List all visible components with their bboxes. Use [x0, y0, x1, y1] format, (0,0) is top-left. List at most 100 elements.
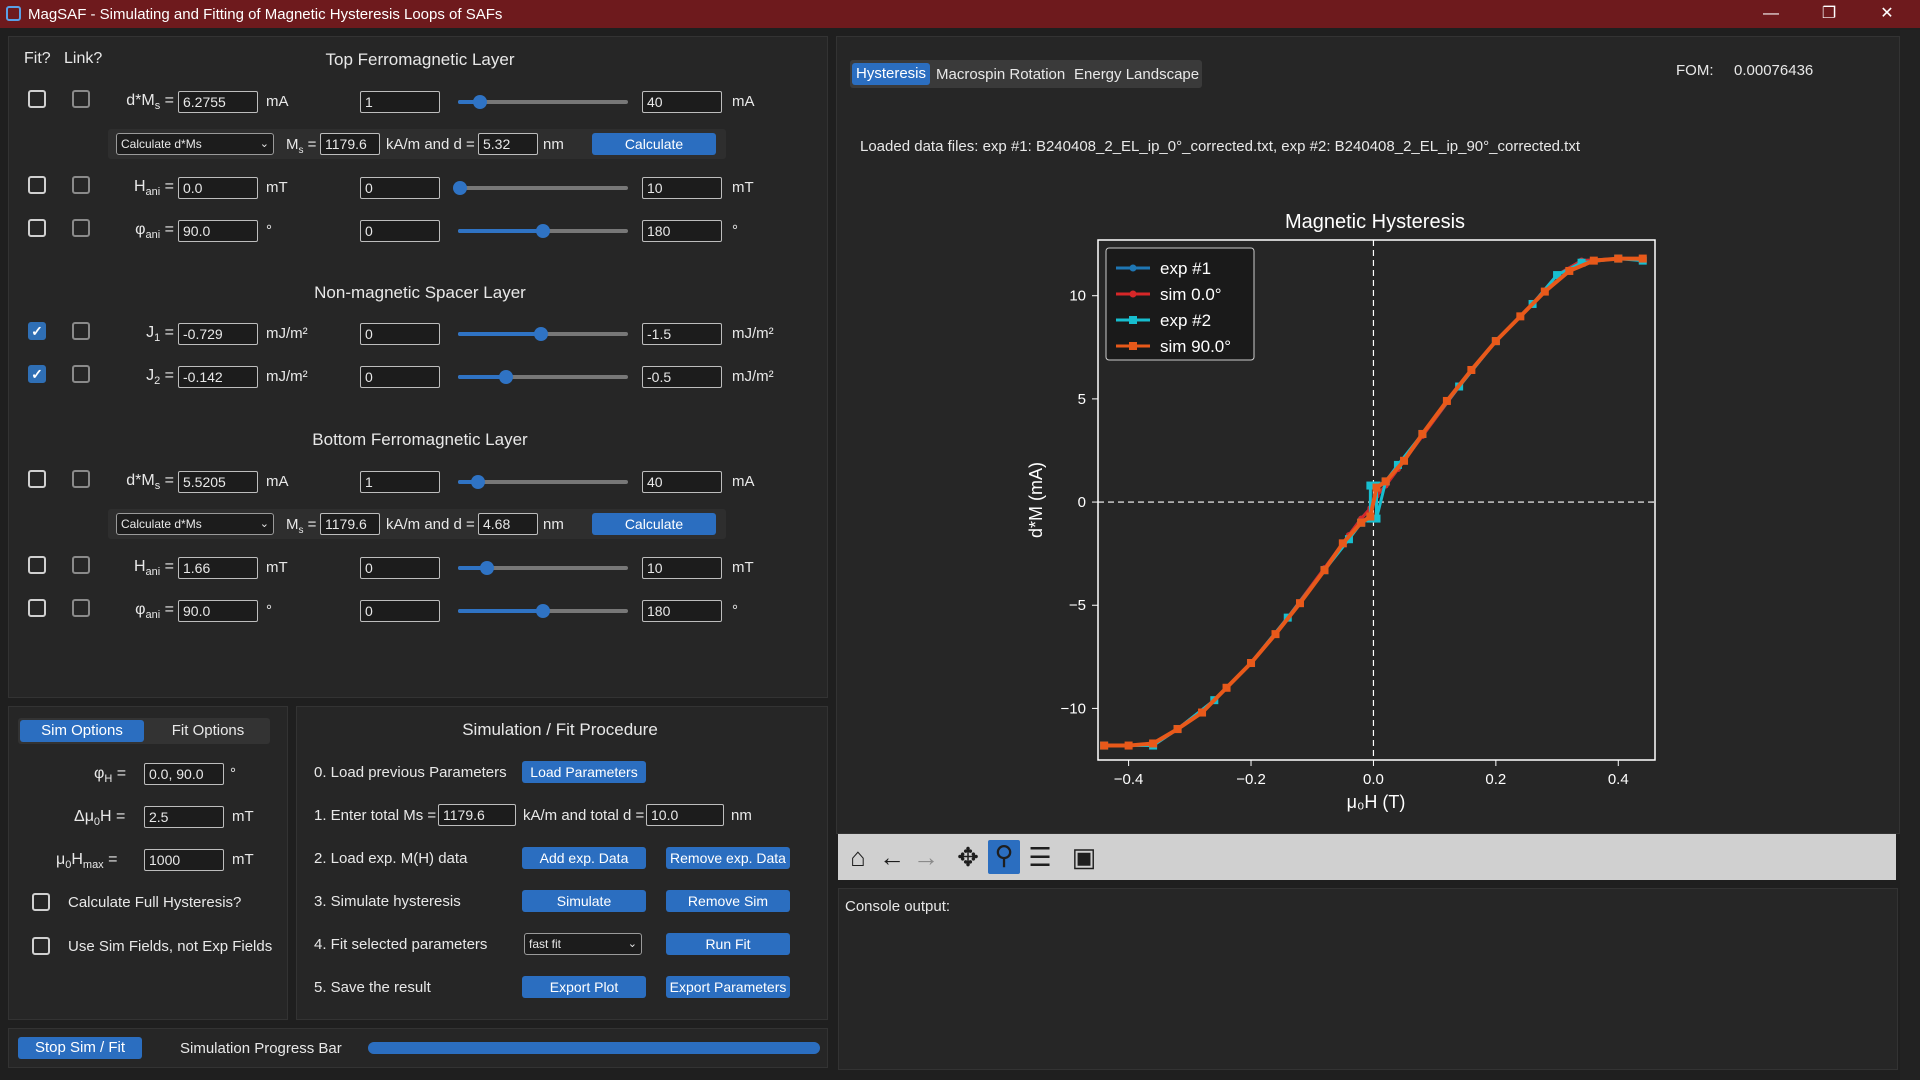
back-arrow-icon[interactable]: ← — [879, 842, 905, 872]
export-plot-button[interactable]: Export Plot — [522, 976, 646, 998]
spacer-j1-value-input[interactable]: -0.729 — [178, 323, 258, 345]
maximize-button[interactable]: ❐ — [1821, 5, 1837, 22]
bottom_layer-dms-max-input[interactable]: 40 — [642, 471, 722, 493]
remove-sim-button[interactable]: Remove Sim — [666, 890, 790, 912]
export-parameters-button[interactable]: Export Parameters — [666, 976, 790, 998]
close-button[interactable]: ✕ — [1880, 5, 1894, 22]
top_layer-dms-value-input[interactable]: 6.2755 — [178, 91, 258, 113]
bottom_layer-hani-fit-checkbox[interactable] — [28, 556, 46, 574]
x-tick-label: 0.0 — [1363, 771, 1384, 788]
top_layer-dms-slider-track[interactable] — [458, 100, 628, 104]
bottom_layer-phiani-fit-checkbox[interactable] — [28, 599, 46, 617]
top_layer-dms-fit-checkbox[interactable] — [28, 90, 46, 108]
top_layer-hani-fit-checkbox[interactable] — [28, 176, 46, 194]
bottom_layer-hani-max-input[interactable]: 10 — [642, 557, 722, 579]
tab-fit-options[interactable]: Fit Options — [171, 722, 245, 739]
spacer-j1-link-checkbox[interactable] — [72, 322, 90, 340]
bottom_layer-phiani-min-input[interactable]: 0 — [360, 600, 440, 622]
spacer-j1-fit-checkbox[interactable]: ✓ — [28, 322, 46, 340]
bottom_layer-calc-calculate-button[interactable]: Calculate — [592, 513, 716, 535]
spacer-j2-max-input[interactable]: -0.5 — [642, 366, 722, 388]
bottom_layer-dms-value-input[interactable]: 5.5205 — [178, 471, 258, 493]
pan-icon[interactable]: ✥ — [957, 842, 979, 872]
top_layer-hani-slider-handle[interactable] — [452, 181, 467, 195]
tab-energy-landscape[interactable]: Energy Landscape — [1074, 66, 1200, 83]
top_layer-phiani-value-input[interactable]: 90.0 — [178, 220, 258, 242]
bottom_layer-hani-slider-track[interactable] — [458, 566, 628, 570]
link-column-label: Link? — [64, 50, 103, 67]
procedure-title: Simulation / Fit Procedure — [462, 720, 658, 739]
phiH-input[interactable]: 0.0, 90.0 — [144, 763, 224, 785]
spacer-j2-link-checkbox[interactable] — [72, 365, 90, 383]
top_layer-dms-link-checkbox[interactable] — [72, 90, 90, 108]
top_layer-phiani-min-input[interactable]: 0 — [360, 220, 440, 242]
bottom_layer-phiani-value-input[interactable]: 90.0 — [178, 600, 258, 622]
bottom_layer-hani-min-input[interactable]: 0 — [360, 557, 440, 579]
top_layer-dms-slider-handle[interactable] — [473, 95, 488, 109]
spacer-j2-min-input[interactable]: 0 — [360, 366, 440, 388]
spacer-j2-value-input[interactable]: -0.142 — [178, 366, 258, 388]
run-fit-button[interactable]: Run Fit — [666, 933, 790, 955]
bottom_layer-dms-slider-handle[interactable] — [471, 475, 486, 489]
top_layer-calc-ms-input[interactable]: 1179.6 — [320, 133, 380, 155]
save-icon[interactable]: ▣ — [1071, 842, 1097, 872]
simulate-button[interactable]: Simulate — [522, 890, 646, 912]
spacer-j1-max-input[interactable]: -1.5 — [642, 323, 722, 345]
bottom_layer-dms-slider-track[interactable] — [458, 480, 628, 484]
zoom-icon[interactable]: ⚲ — [994, 840, 1014, 870]
top_layer-phiani-slider-fill — [458, 229, 543, 233]
top_layer-hani-link-checkbox[interactable] — [72, 176, 90, 194]
dH-input[interactable]: 2.5 — [144, 806, 224, 828]
bottom_layer-calc-ms-input[interactable]: 1179.6 — [320, 513, 380, 535]
top_layer-hani-max-input[interactable]: 10 — [642, 177, 722, 199]
full-hysteresis-checkbox[interactable] — [32, 893, 50, 911]
add-exp-data-button[interactable]: Add exp. Data — [522, 847, 646, 869]
fit-mode-select[interactable]: fast fit ⌄ — [524, 933, 642, 955]
spacer-j2-slider-handle[interactable] — [498, 370, 513, 384]
tab-hysteresis[interactable]: Hysteresis — [852, 63, 930, 85]
spacer-j1-slider-handle[interactable] — [534, 327, 549, 341]
top_layer-hani-value-input[interactable]: 0.0 — [178, 177, 258, 199]
bottom_layer-calc-mode-select[interactable]: Calculate d*Ms ⌄ — [116, 513, 274, 535]
total-d-input[interactable]: 10.0 — [646, 804, 724, 826]
top_layer-hani-min-input[interactable]: 0 — [360, 177, 440, 199]
configure-icon[interactable]: ☰ — [1028, 842, 1052, 872]
bottom_layer-hani-slider-handle[interactable] — [479, 561, 494, 575]
bottom_layer-phiani-max-input[interactable]: 180 — [642, 600, 722, 622]
top_layer-calc-mode-select[interactable]: Calculate d*Ms ⌄ — [116, 133, 274, 155]
total-ms-input[interactable]: 1179.6 — [438, 804, 516, 826]
forward-arrow-icon[interactable]: → — [913, 842, 939, 872]
top_layer-dms-max-input[interactable]: 40 — [642, 91, 722, 113]
data-point — [1320, 566, 1329, 575]
bottom_layer-phiani-link-checkbox[interactable] — [72, 599, 90, 617]
bottom_layer-phiani-slider-fill — [458, 609, 543, 613]
bottom_layer-dms-min-input[interactable]: 1 — [360, 471, 440, 493]
tab-macrospin-rotation[interactable]: Macrospin Rotation — [936, 66, 1066, 83]
top_layer-phiani-max-input[interactable]: 180 — [642, 220, 722, 242]
top_layer-hani-slider-track[interactable] — [458, 186, 628, 190]
top_layer-phiani-fit-checkbox[interactable] — [28, 219, 46, 237]
sim-fields-checkbox[interactable] — [32, 937, 50, 955]
bottom_layer-dms-link-checkbox[interactable] — [72, 470, 90, 488]
spacer-j2-slider-track[interactable] — [458, 375, 628, 379]
data-point — [1553, 271, 1562, 280]
spacer-j1-min-input[interactable]: 0 — [360, 323, 440, 345]
spacer-j2-fit-checkbox[interactable]: ✓ — [28, 365, 46, 383]
top_layer-calc-d-input[interactable]: 5.32 — [478, 133, 538, 155]
bottom_layer-dms-fit-checkbox[interactable] — [28, 470, 46, 488]
bottom_layer-calc-d-input[interactable]: 4.68 — [478, 513, 538, 535]
top_layer-phiani-slider-handle[interactable] — [536, 224, 550, 238]
bottom_layer-hani-value-input[interactable]: 1.66 — [178, 557, 258, 579]
home-icon[interactable]: ⌂ — [850, 842, 866, 872]
remove-exp-data-button[interactable]: Remove exp. Data — [666, 847, 790, 869]
top_layer-phiani-link-checkbox[interactable] — [72, 219, 90, 237]
top_layer-dms-min-input[interactable]: 1 — [360, 91, 440, 113]
top_layer-calc-calculate-button[interactable]: Calculate — [592, 133, 716, 155]
bottom_layer-hani-link-checkbox[interactable] — [72, 556, 90, 574]
load-parameters-button[interactable]: Load Parameters — [522, 761, 646, 783]
tab-sim-options[interactable]: Sim Options — [20, 720, 144, 742]
stop-sim-fit-button[interactable]: Stop Sim / Fit — [18, 1037, 142, 1059]
Hmax-input[interactable]: 1000 — [144, 849, 224, 871]
minimize-button[interactable]: — — [1763, 5, 1779, 22]
bottom_layer-phiani-slider-handle[interactable] — [536, 604, 550, 618]
